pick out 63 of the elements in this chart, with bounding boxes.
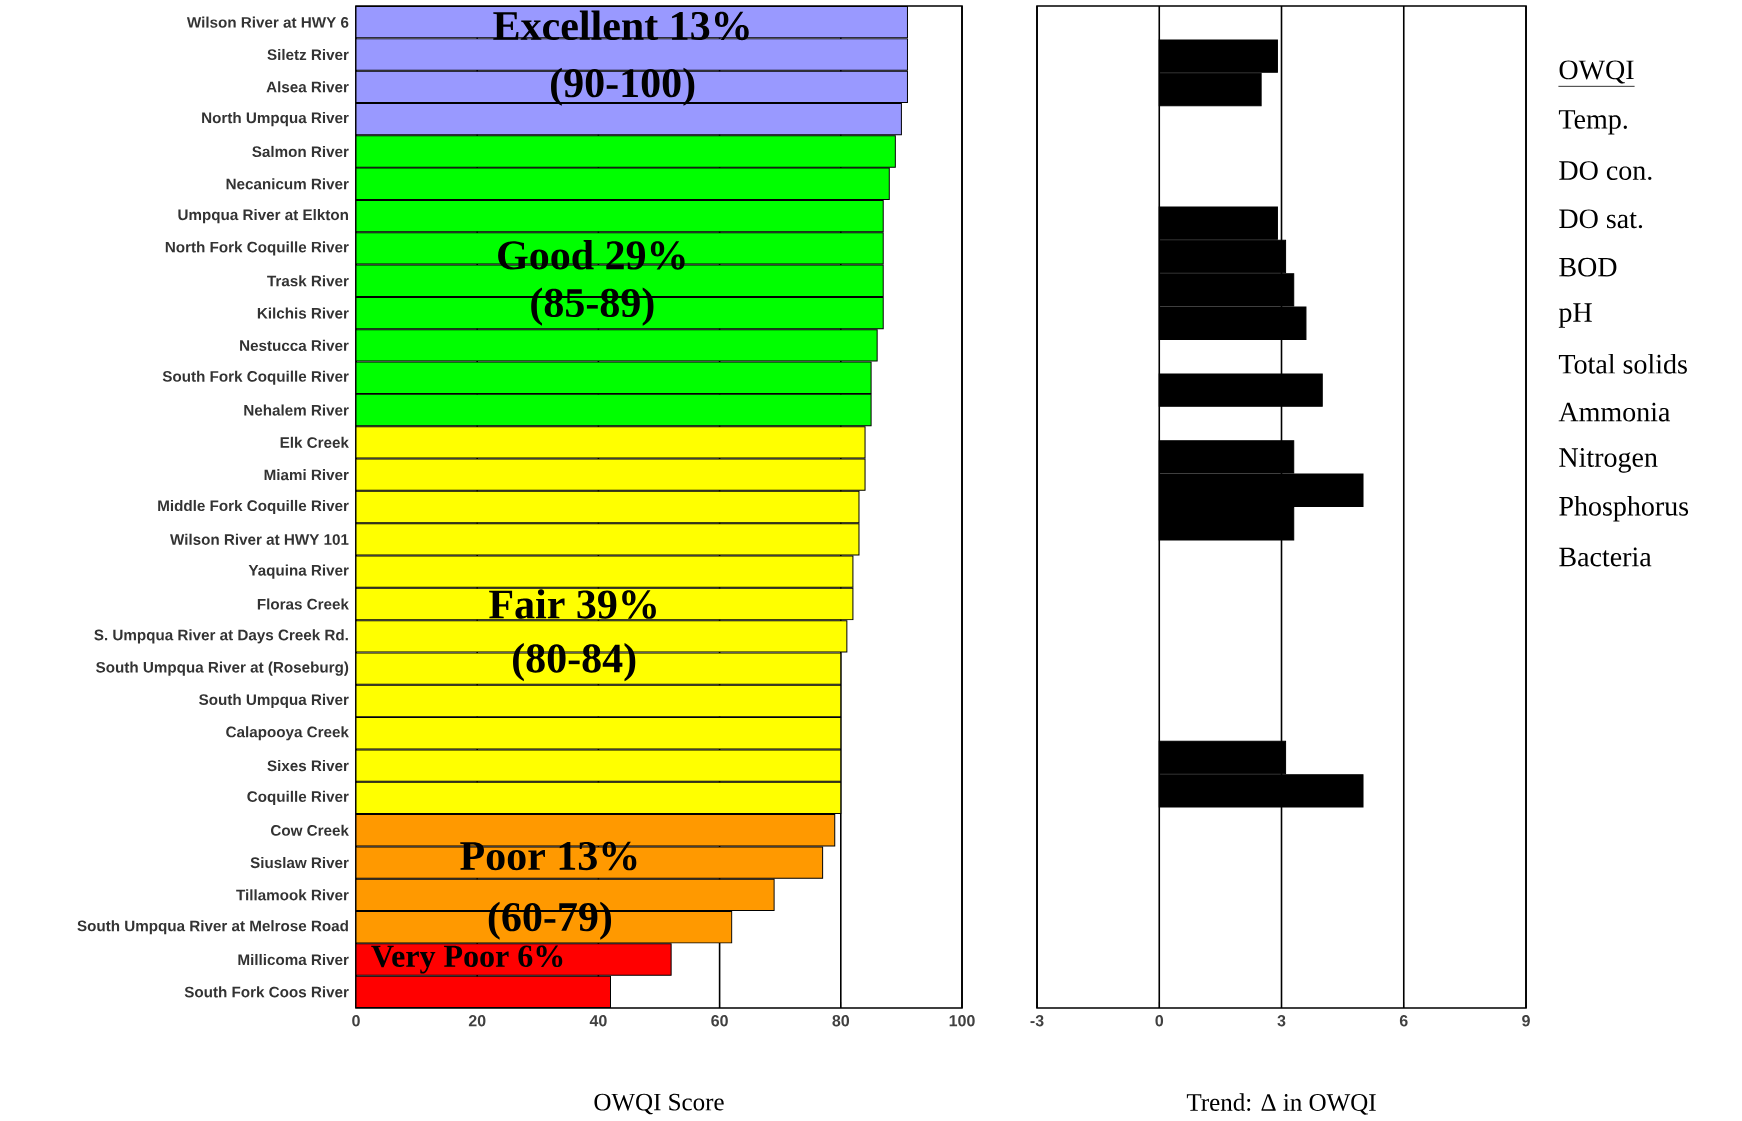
- text: Total solids: [1558, 353, 1687, 374]
- annotation: Poor 13%: [460, 841, 637, 871]
- y-tick-label: Cow Creek: [271, 824, 349, 836]
- x-tick-label: 60: [711, 1015, 728, 1027]
- x-tick-label: 100: [949, 1015, 975, 1027]
- x-tick-label: 0: [1155, 1015, 1164, 1027]
- x-tick-label: 20: [468, 1015, 486, 1027]
- text: DO con.: [1559, 161, 1652, 181]
- y-tick-label: Sixes River: [267, 760, 349, 772]
- x-axis-title: OWQI Score: [594, 1093, 724, 1115]
- y-tick-label: Nestucca River: [240, 339, 349, 351]
- annotation: Excellent 13%: [493, 10, 749, 41]
- y-tick-label: Necanicum River: [226, 178, 349, 190]
- x-axis-title: Trend: Δ in OWQI: [1186, 1093, 1376, 1115]
- x-tick-label: 9: [1522, 1015, 1530, 1027]
- y-tick-label: Alsea River: [266, 81, 349, 93]
- text: Bacteria: [1559, 547, 1652, 567]
- x-tick-label: 40: [589, 1015, 607, 1027]
- text: pH: [1558, 303, 1592, 328]
- y-tick-label: Kilchis River: [257, 307, 349, 319]
- y-tick-label: Middle Fork Coquille River: [158, 499, 349, 515]
- x-tick-label: 3: [1277, 1015, 1286, 1027]
- text: Ammonia: [1558, 402, 1671, 422]
- y-tick-label: Tillamook River: [236, 889, 349, 901]
- y-tick-label: Siletz River: [267, 48, 349, 61]
- y-tick-label: S. Umpqua River at Days Creek Rd.: [94, 629, 348, 644]
- y-tick-label: Umpqua River at Elkton: [178, 209, 348, 224]
- text: BOD: [1559, 257, 1617, 277]
- y-tick-label: South Fork Coquille River: [162, 370, 349, 385]
- y-tick-label: Nehalem River: [244, 404, 349, 416]
- y-tick-label: South Umpqua River: [199, 693, 349, 709]
- bar: [1158, 373, 1323, 407]
- y-tick-label: South Fork Coos River: [184, 986, 349, 998]
- x-tick-label: 6: [1399, 1015, 1408, 1027]
- y-tick-label: Miami River: [264, 469, 349, 481]
- y-tick-label: Trask River: [267, 275, 349, 287]
- text: Temp.: [1558, 110, 1627, 135]
- y-tick-label: Elk Creek: [280, 436, 349, 448]
- y-tick-label: Siuslaw River: [250, 856, 349, 869]
- y-tick-label: Yaquina River: [248, 564, 349, 579]
- text: OWQI: [1559, 60, 1634, 84]
- y-tick-label: Wilson River at HWY 101: [170, 533, 349, 545]
- text: Nitrogen: [1559, 448, 1658, 473]
- y-tick-label: Wilson River at HWY 6: [186, 16, 349, 28]
- y-tick-label: Millicoma River: [238, 953, 349, 966]
- annotation: (80-84): [513, 643, 636, 682]
- y-tick-label: South Umpqua River at (Roseburg): [96, 661, 349, 676]
- y-tick-label: Coquille River: [247, 790, 349, 806]
- x-tick-label: 0: [352, 1015, 360, 1027]
- x-tick-label: 80: [832, 1015, 850, 1027]
- annotation: Very Poor 6%: [371, 945, 563, 974]
- y-tick-label: Floras Creek: [257, 598, 349, 610]
- text: DO sat.: [1559, 209, 1643, 229]
- annotation: Good 29%: [498, 240, 685, 270]
- y-tick-label: North Fork Coquille River: [165, 241, 349, 256]
- annotation: (90-100): [551, 67, 695, 106]
- y-tick-label: Calapooya Creek: [226, 726, 349, 741]
- text: Phosphorus: [1559, 495, 1689, 522]
- y-tick-label: North Umpqua River: [202, 112, 349, 127]
- x-tick-label: -3: [1030, 1015, 1044, 1027]
- annotation: Fair 39%: [489, 589, 656, 619]
- y-tick-label: Salmon River: [252, 145, 349, 158]
- y-tick-label: South Umpqua River at Melrose Road: [77, 920, 348, 935]
